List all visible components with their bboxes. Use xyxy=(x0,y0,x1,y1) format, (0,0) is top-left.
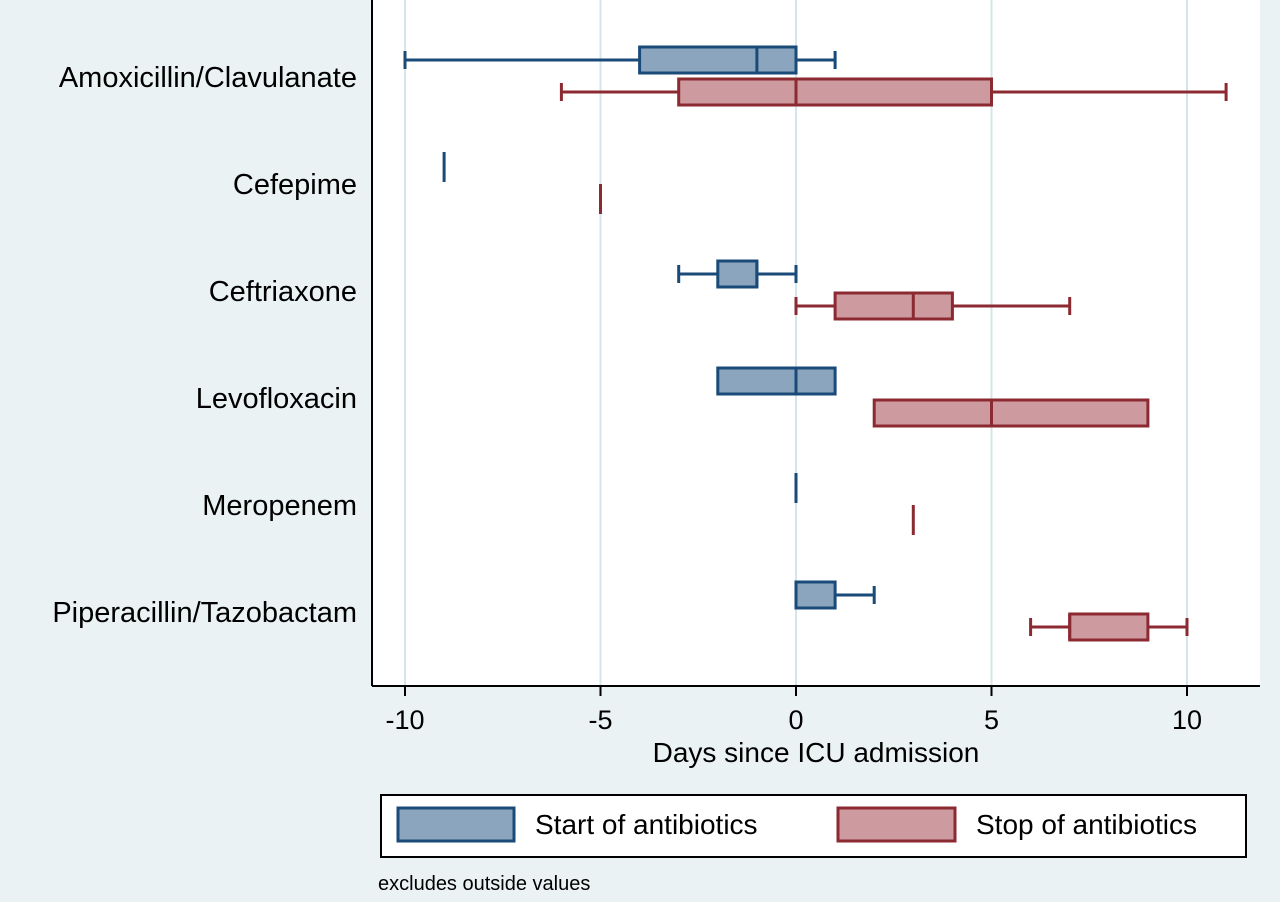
box-stop xyxy=(872,398,1150,428)
gridlines xyxy=(404,0,1188,686)
x-tick-label--10: -10 xyxy=(385,705,424,735)
category-label: Levofloxacin xyxy=(196,383,357,415)
category-label: Piperacillin/Tazobactam xyxy=(52,597,357,629)
category-labels: Amoxicillin/Clavulanate Cefepime Ceftriaxo… xyxy=(52,62,357,629)
legend-label-stop: Stop of antibiotics xyxy=(976,809,1197,840)
category-label: Cefepime xyxy=(233,169,357,201)
x-tick-label--5: -5 xyxy=(588,705,612,735)
box-start xyxy=(794,580,876,610)
x-tick-label-5: 5 xyxy=(984,705,999,735)
iqr-box xyxy=(677,77,993,107)
box-stop xyxy=(1029,612,1189,642)
iqr-box xyxy=(716,366,837,396)
plot-area xyxy=(372,0,1260,686)
box-start xyxy=(403,45,837,75)
box-stop xyxy=(559,77,1228,107)
category-label: Meropenem xyxy=(202,490,357,522)
box-start xyxy=(716,366,837,396)
boxes-layer xyxy=(403,45,1228,642)
box-stop xyxy=(794,291,1072,321)
iqr-box xyxy=(716,259,759,289)
iqr-box xyxy=(1068,612,1150,642)
iqr-box xyxy=(638,45,798,75)
x-axis-title: Days since ICU admission xyxy=(653,737,980,768)
legend-swatch-stop xyxy=(836,806,957,843)
iqr-box xyxy=(833,291,954,321)
chart-note: excludes outside values xyxy=(378,873,590,895)
x-axis-ticks: -10 -5 0 5 10 xyxy=(385,686,1202,735)
legend-swatch-start xyxy=(396,806,516,843)
x-tick-label-10: 10 xyxy=(1172,705,1202,735)
category-label: Ceftriaxone xyxy=(209,276,357,308)
category-label: Amoxicillin/Clavulanate xyxy=(59,62,357,94)
x-tick-label-0: 0 xyxy=(788,705,803,735)
legend-box xyxy=(380,794,1247,858)
legend-label-start: Start of antibiotics xyxy=(535,809,758,840)
iqr-box xyxy=(794,580,837,610)
box-start xyxy=(677,259,798,289)
iqr-box xyxy=(872,398,1150,428)
